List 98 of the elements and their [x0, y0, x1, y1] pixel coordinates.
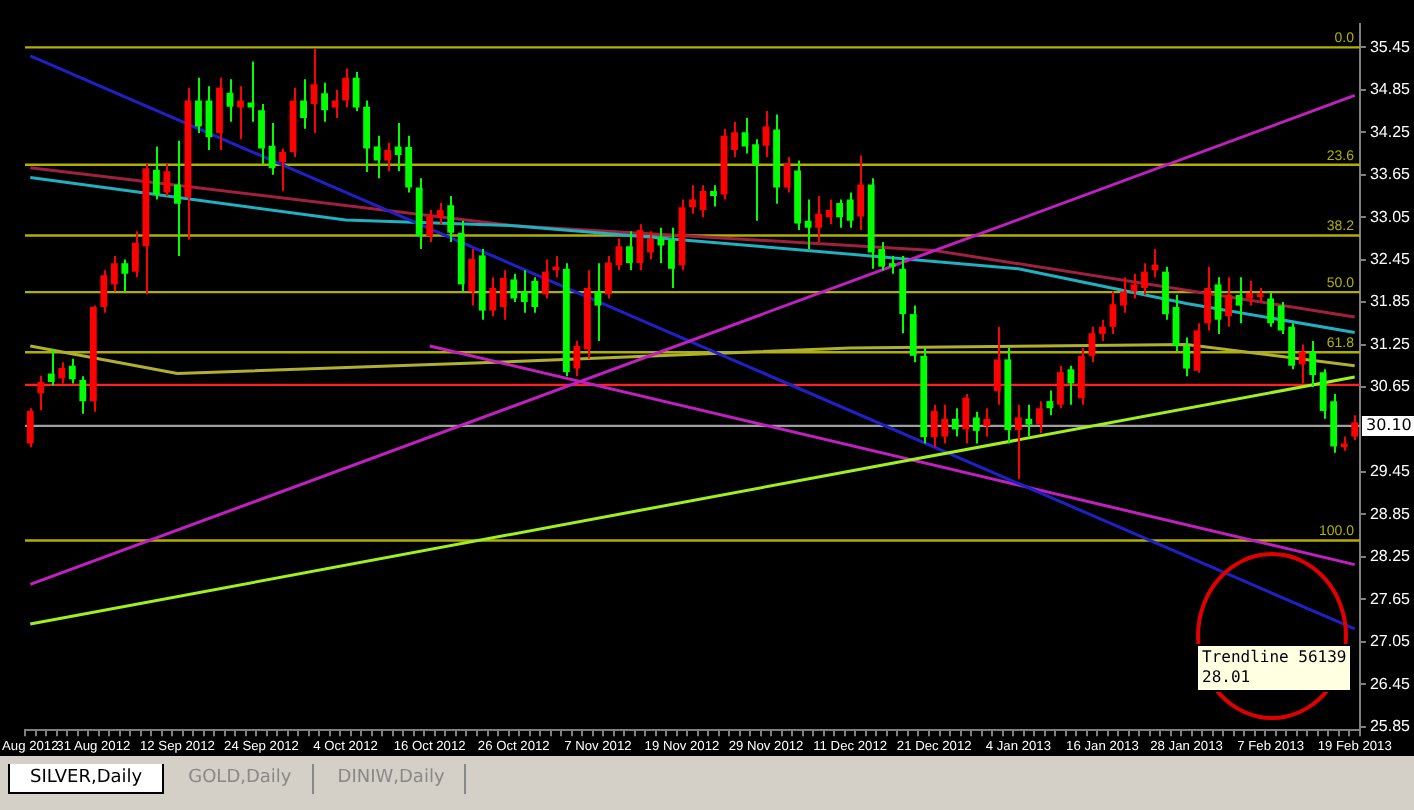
- candlestick: [689, 184, 696, 215]
- candlestick: [541, 258, 549, 300]
- candlestick: [384, 141, 392, 173]
- y-tick-label: 26.45: [1369, 674, 1412, 693]
- candlestick: [436, 202, 444, 226]
- y-tick-label: 33.05: [1369, 207, 1412, 226]
- y-tick-label: 32.45: [1369, 250, 1412, 269]
- candlestick: [426, 209, 434, 243]
- candlestick: [1246, 279, 1254, 307]
- y-tick-label: 28.25: [1369, 547, 1412, 566]
- candlestick: [1067, 364, 1075, 406]
- candlestick: [258, 102, 265, 166]
- candlestick: [899, 255, 907, 335]
- candlestick: [121, 258, 129, 293]
- candlestick: [499, 269, 507, 321]
- candlestick: [846, 191, 854, 229]
- candlestick: [731, 120, 738, 159]
- candlestick: [1183, 336, 1190, 378]
- candlestick: [363, 99, 371, 173]
- candlestick: [1120, 276, 1127, 314]
- candlestick: [352, 71, 360, 113]
- candlestick: [1298, 343, 1306, 385]
- candlestick: [983, 407, 991, 438]
- candlestick: [68, 357, 76, 385]
- y-tick-label: 34.85: [1369, 80, 1412, 99]
- y-tick-label: 29.45: [1369, 462, 1412, 481]
- candlestick: [489, 276, 497, 318]
- candlestick: [962, 393, 970, 445]
- candlestick: [47, 348, 55, 387]
- candlestick: [1046, 389, 1054, 417]
- candlestick: [783, 156, 791, 194]
- text: DINIW,Daily: [317, 764, 467, 794]
- candlestick: [279, 147, 286, 192]
- y-tick-label: 30.65: [1369, 377, 1412, 396]
- annotation: Trendline 56139: [1202, 648, 1347, 668]
- candlestick: [836, 198, 844, 229]
- y-tick-label: 25.85: [1369, 717, 1412, 736]
- candlestick: [163, 163, 171, 197]
- candlestick: [1162, 265, 1169, 321]
- candlestick: [993, 325, 1001, 406]
- candlestick: [647, 230, 654, 261]
- y-tick-label: 31.25: [1369, 334, 1412, 353]
- candlestick: [300, 78, 307, 130]
- annotation: 28.01: [1202, 668, 1253, 688]
- candlestick: [1025, 403, 1033, 438]
- candlestick: [1351, 414, 1359, 442]
- candlestick: [1225, 276, 1232, 328]
- candlestick: [1204, 265, 1211, 332]
- candlestick: [951, 407, 959, 438]
- candlestick: [804, 198, 812, 251]
- candlestick: [373, 134, 381, 180]
- candlestick: [710, 184, 717, 208]
- candlestick: [342, 67, 350, 109]
- text: GOLD,Daily: [168, 764, 314, 794]
- y-tick-label: 27.05: [1369, 632, 1412, 651]
- y-tick-label: 31.85: [1369, 292, 1412, 311]
- candlestick: [1309, 339, 1317, 388]
- candlestick: [468, 248, 476, 307]
- candlestick: [110, 255, 118, 293]
- ref-line-label: 30.10: [1365, 416, 1412, 435]
- y-tick-label: 27.65: [1369, 589, 1412, 608]
- candlestick: [58, 361, 66, 385]
- candlestick: [1056, 364, 1064, 410]
- candlestick: [972, 410, 980, 445]
- candlestick: [1099, 318, 1106, 342]
- candlestick: [1141, 262, 1148, 296]
- y-tick-label: 33.65: [1369, 165, 1412, 184]
- candlestick: [237, 85, 244, 141]
- candlestick: [1077, 347, 1085, 406]
- candlestick: [573, 339, 581, 378]
- candlestick: [100, 269, 108, 314]
- candlestick: [825, 198, 833, 226]
- candlestick: [909, 304, 917, 364]
- candlestick: [1267, 291, 1275, 328]
- y-tick-label: 34.25: [1369, 122, 1412, 141]
- candlestick: [195, 76, 202, 134]
- candlestick: [510, 272, 518, 304]
- candlestick: [1035, 400, 1043, 434]
- y-tick-label: 28.85: [1369, 504, 1412, 523]
- candlestick: [152, 145, 160, 201]
- y-tick-label: 35.45: [1369, 37, 1412, 56]
- candlestick: [37, 374, 45, 412]
- candlestick: [752, 138, 759, 222]
- candlestick: [447, 194, 455, 243]
- candlestick: [79, 375, 87, 415]
- candlestick: [1235, 276, 1243, 325]
- candlestick: [174, 139, 181, 258]
- candlestick: [668, 226, 675, 289]
- candlestick: [626, 230, 633, 272]
- candlestick: [216, 76, 223, 151]
- candlestick: [1014, 403, 1022, 480]
- candlestick: [26, 407, 34, 449]
- candlestick: [321, 81, 328, 123]
- candlestick: [857, 154, 865, 231]
- candlestick: [815, 194, 823, 243]
- candlestick: [331, 88, 339, 120]
- candlestick: [594, 262, 602, 342]
- text: SILVER,Daily: [8, 764, 165, 794]
